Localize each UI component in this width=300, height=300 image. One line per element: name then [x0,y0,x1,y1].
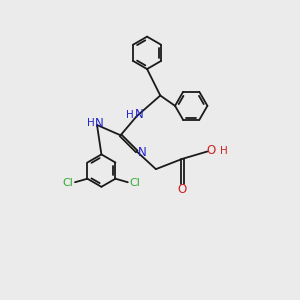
Text: H: H [220,146,227,156]
Text: H: H [87,118,94,128]
Text: N: N [95,117,104,130]
Text: N: N [135,108,143,121]
Text: O: O [178,183,187,196]
Text: N: N [137,146,146,159]
Text: O: O [206,144,216,157]
Text: H: H [126,110,134,120]
Text: Cl: Cl [130,178,141,188]
Text: Cl: Cl [62,178,73,188]
